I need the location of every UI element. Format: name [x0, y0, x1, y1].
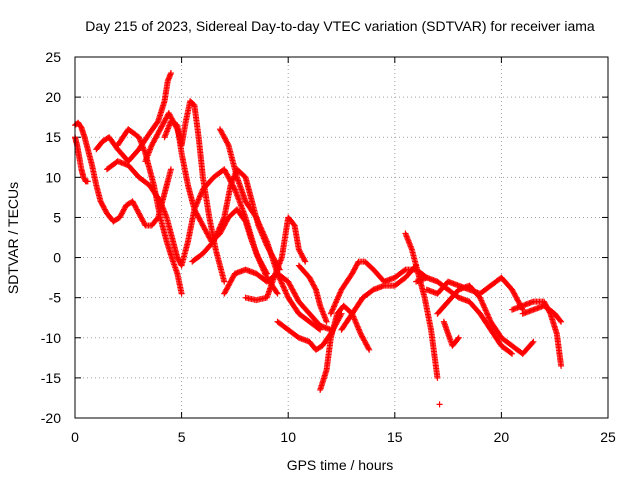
data-point — [263, 269, 270, 276]
data-point — [312, 285, 319, 292]
data-point — [84, 178, 91, 185]
x-tick-label: 15 — [387, 429, 403, 445]
y-tick-label: 0 — [53, 250, 61, 266]
data-point — [401, 267, 408, 274]
data-points — [72, 70, 565, 408]
data-point — [436, 401, 443, 408]
chart-title: Day 215 of 2023, Sidereal Day-to-day VTE… — [85, 18, 595, 34]
data-point — [455, 334, 462, 341]
x-axis-label: GPS time / hours — [287, 457, 394, 473]
data-point — [167, 70, 174, 77]
x-tick-label: 25 — [600, 429, 616, 445]
data-point — [178, 290, 185, 297]
data-point — [509, 350, 516, 357]
data-point — [263, 270, 270, 277]
data-point — [558, 362, 565, 369]
data-point — [530, 338, 537, 345]
data-point — [558, 318, 565, 325]
tick-labels: 0 5 10 15 20 25 -20 -15 -10 -5 0 5 10 15 20 25 — [41, 49, 616, 445]
x-tick-label: 20 — [494, 429, 510, 445]
grid-lines — [75, 57, 608, 418]
y-tick-label: -20 — [41, 410, 61, 426]
data-point — [221, 278, 228, 285]
data-point — [557, 317, 564, 324]
data-point — [323, 318, 330, 325]
x-tick-label: 10 — [280, 429, 296, 445]
y-tick-label: 25 — [45, 49, 61, 65]
plot-frame — [74, 56, 609, 419]
data-point — [301, 257, 308, 264]
data-point — [507, 349, 514, 356]
axis-ticks — [74, 56, 609, 419]
data-point — [274, 290, 281, 297]
y-axis-label: SDTVAR / TECUs — [5, 182, 21, 294]
y-tick-label: 20 — [45, 89, 61, 105]
data-point — [241, 217, 248, 224]
x-tick-label: 0 — [71, 429, 79, 445]
y-tick-label: 5 — [53, 209, 61, 225]
data-point — [529, 339, 536, 346]
y-tick-label: -5 — [49, 290, 62, 306]
data-point — [302, 258, 309, 265]
y-tick-label: -10 — [41, 330, 61, 346]
y-tick-label: 15 — [45, 129, 61, 145]
data-point — [434, 374, 441, 381]
y-tick-label: 10 — [45, 169, 61, 185]
x-tick-label: 5 — [178, 429, 186, 445]
data-point — [273, 289, 280, 296]
data-point — [366, 346, 373, 353]
data-point — [454, 335, 461, 342]
data-point — [224, 140, 231, 147]
data-point — [365, 345, 372, 352]
data-point — [290, 221, 297, 228]
data-point — [167, 166, 174, 173]
data-point — [154, 119, 161, 126]
y-tick-label: -15 — [41, 370, 61, 386]
